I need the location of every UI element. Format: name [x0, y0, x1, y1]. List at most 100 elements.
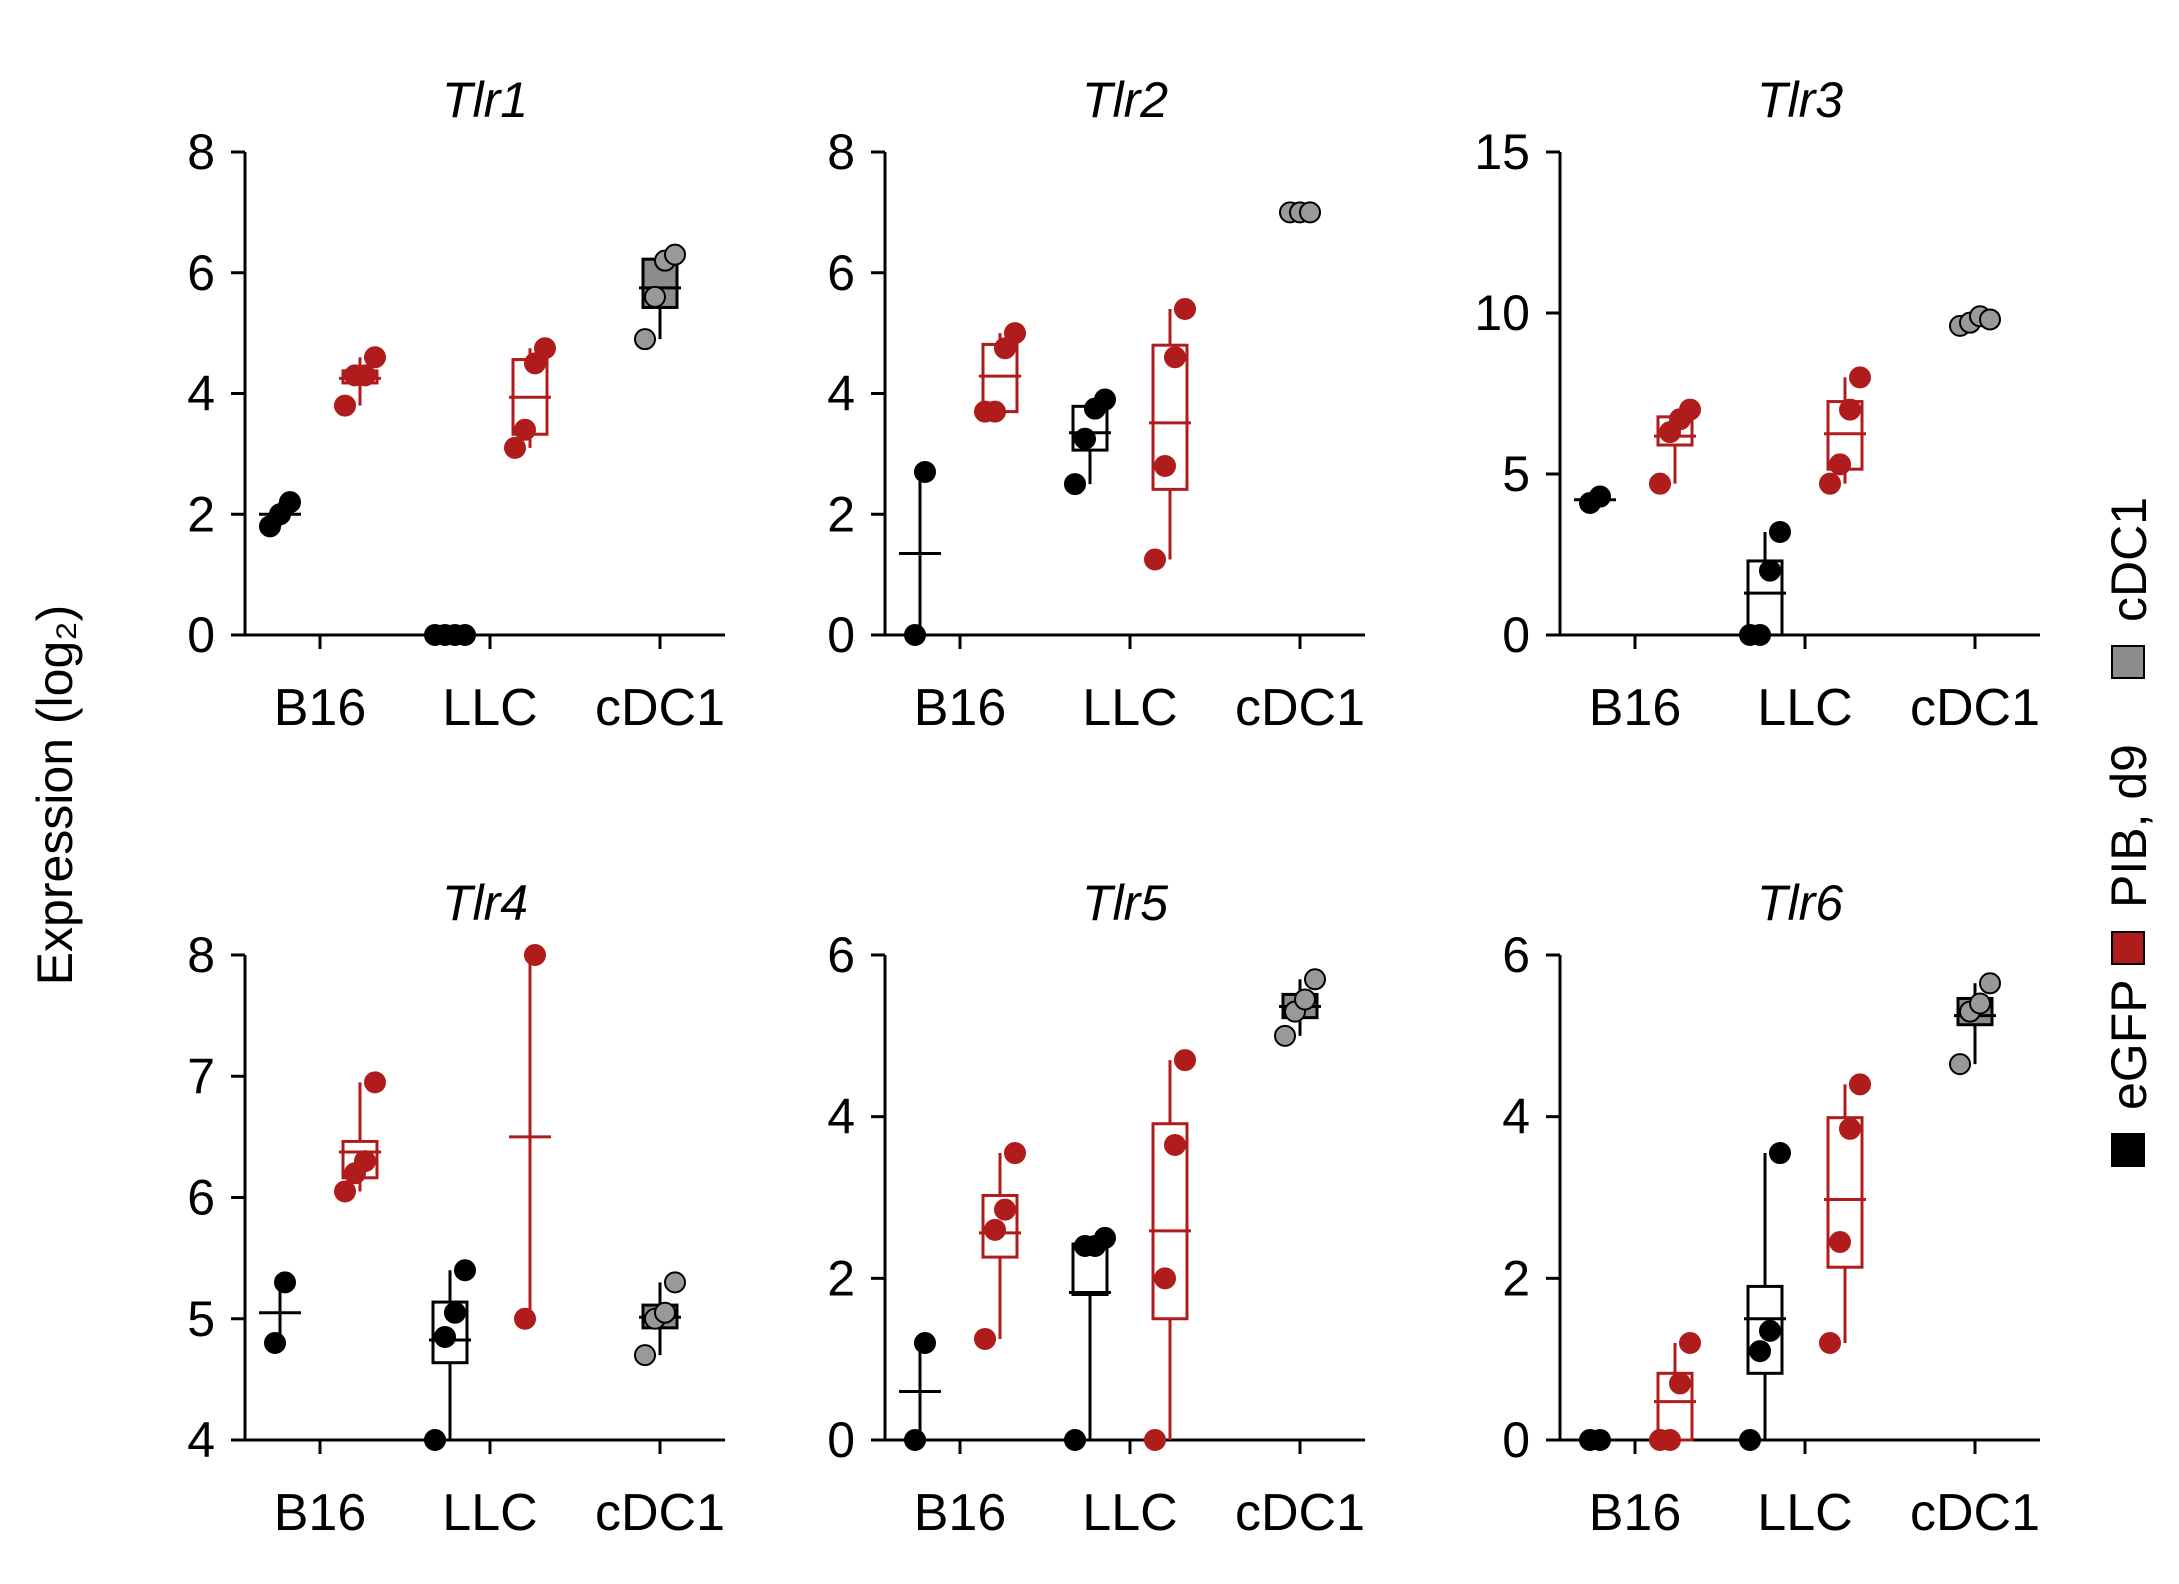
data-point [914, 1332, 936, 1354]
y-tick-label: 0 [1502, 1412, 1530, 1468]
data-point [1749, 624, 1771, 646]
y-tick-label: 6 [1502, 927, 1530, 983]
data-point [534, 337, 556, 360]
data-point [984, 400, 1006, 423]
x-tick-label: cDC1 [1910, 1484, 2040, 1542]
data-point [1819, 1332, 1841, 1354]
data-point [524, 352, 546, 375]
data-point [1164, 346, 1186, 369]
panel-title: Tlr2 [1082, 72, 1168, 128]
chart-panel-tlr5: Tlr5 0 2 4 6 B16 LLC cDC1 [827, 875, 1365, 1542]
data-point [1979, 972, 2001, 995]
x-tick-label: B16 [274, 679, 367, 737]
data-point [1659, 1429, 1681, 1451]
data-point [504, 436, 526, 459]
y-tick-label: 10 [1474, 285, 1530, 341]
x-tick-label: B16 [1589, 1484, 1682, 1542]
data-point [514, 418, 536, 441]
data-point [904, 624, 926, 646]
x-tick-label: cDC1 [1910, 679, 2040, 737]
chart-panel-tlr2: Tlr2 0 2 4 6 8 B16 LLC cDC1 [827, 72, 1365, 737]
y-tick-label: 7 [187, 1048, 215, 1104]
data-point [1669, 1372, 1691, 1395]
data-point [1679, 398, 1701, 421]
box-group-b16-egfp [899, 1332, 941, 1451]
data-point [1949, 1053, 1971, 1076]
y-tick-label: 8 [827, 124, 855, 180]
data-point [1769, 1142, 1791, 1165]
legend: eGFP PIB, d9 cDC1 [2101, 497, 2157, 1167]
box-group-b16-pib-d9 [334, 1071, 386, 1203]
box-group-cdc1-cdc1 [1949, 972, 2001, 1076]
data-point [424, 1429, 446, 1451]
legend-label: eGFP [2101, 979, 2157, 1110]
data-point [1064, 473, 1086, 496]
data-point [914, 460, 936, 483]
data-point [1154, 454, 1176, 477]
x-tick-label: cDC1 [1235, 679, 1365, 737]
box-group-llc-egfp [1064, 1226, 1116, 1451]
data-point [1849, 366, 1871, 389]
box-group-b16-pib-d9 [974, 322, 1026, 423]
data-point [644, 285, 666, 308]
panel-title: Tlr6 [1757, 875, 1843, 931]
y-tick-label: 0 [187, 607, 215, 663]
data-point [454, 624, 476, 646]
box-group-llc-egfp [1739, 1142, 1791, 1451]
x-tick-label: cDC1 [1235, 1484, 1365, 1542]
y-tick-label: 6 [187, 245, 215, 301]
y-tick-label: 2 [187, 486, 215, 542]
box-group-llc-egfp [1739, 520, 1791, 646]
box-group-llc-pib-d9 [1819, 1073, 1871, 1354]
data-point [1849, 1073, 1871, 1096]
box-group-b16-egfp [899, 460, 941, 646]
box-group-llc-pib-d9 [1819, 366, 1871, 495]
data-point [664, 243, 686, 266]
data-point [1589, 485, 1611, 508]
data-point [1174, 1049, 1196, 1072]
y-tick-label: 5 [1502, 446, 1530, 502]
data-point [1649, 472, 1671, 495]
y-tick-label: 4 [827, 366, 855, 422]
chart-panel-tlr6: Tlr6 0 2 4 6 B16 LLC cDC1 [1502, 875, 2040, 1542]
data-point [1144, 548, 1166, 571]
y-tick-label: 0 [1502, 607, 1530, 663]
data-point [1679, 1332, 1701, 1354]
data-point [354, 364, 376, 387]
data-point [334, 1180, 356, 1203]
y-tick-label: 8 [187, 124, 215, 180]
x-tick-label: B16 [914, 1484, 1007, 1542]
data-point [454, 1259, 476, 1282]
data-point [514, 1307, 536, 1330]
box-group-cdc1-cdc1 [634, 243, 686, 351]
chart-panel-tlr3: Tlr3 0 5 10 15 B16 LLC cDC1 [1474, 72, 2040, 737]
box-group-llc-egfp [1064, 388, 1116, 496]
data-point [279, 491, 301, 514]
box-group-llc-pib-d9 [509, 944, 551, 1330]
data-point [334, 394, 356, 417]
data-point [1004, 1142, 1026, 1165]
x-tick-label: LLC [1082, 679, 1177, 737]
box-group-llc-egfp [424, 624, 476, 646]
x-tick-label: LLC [442, 1484, 537, 1542]
box-group-b16-pib-d9 [1649, 398, 1701, 495]
data-point [1064, 1429, 1086, 1451]
legend-swatch-egfp [2111, 1133, 2145, 1167]
y-tick-label: 6 [827, 245, 855, 301]
data-point [1164, 1133, 1186, 1156]
data-point [274, 1271, 296, 1294]
data-point [664, 1271, 686, 1294]
box-group-llc-egfp [424, 1259, 476, 1451]
data-point [1094, 1226, 1116, 1249]
y-tick-label: 0 [827, 1412, 855, 1468]
data-point [1094, 388, 1116, 411]
data-point [1969, 992, 1991, 1015]
y-tick-label: 0 [827, 607, 855, 663]
data-point [1304, 968, 1326, 991]
data-point [1829, 1230, 1851, 1253]
data-point [1274, 1024, 1296, 1047]
data-point [444, 1301, 466, 1324]
x-tick-label: cDC1 [595, 1484, 725, 1542]
data-point [1004, 322, 1026, 345]
